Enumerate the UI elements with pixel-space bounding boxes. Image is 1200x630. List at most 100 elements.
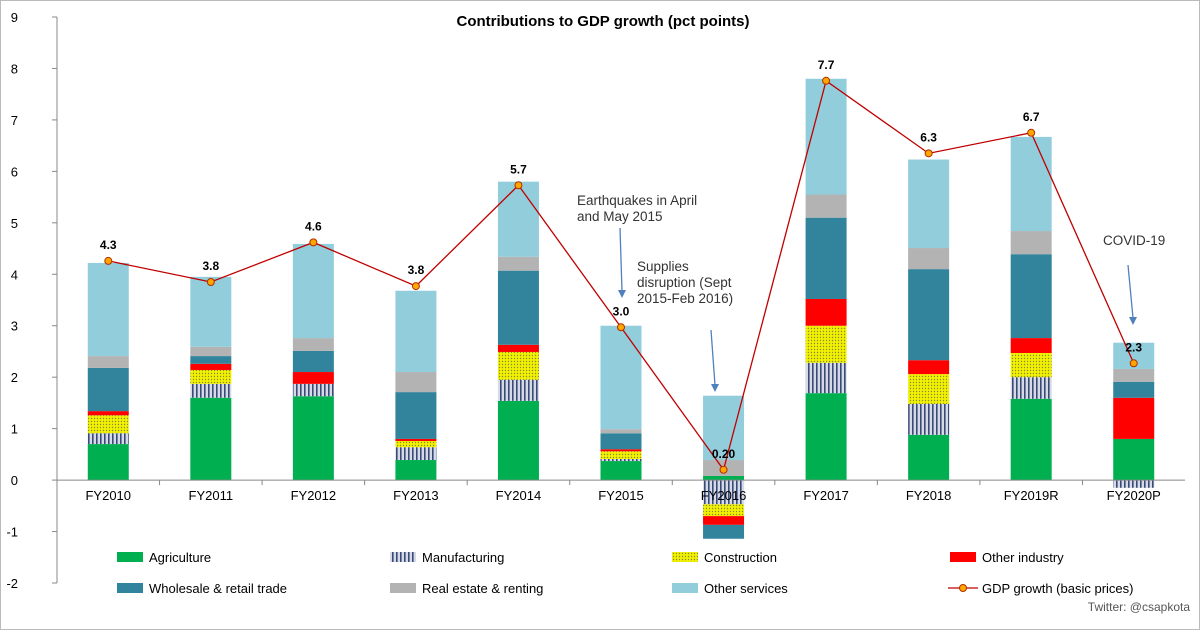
y-tick-label: 0 bbox=[11, 473, 18, 488]
bar-segment-agriculture bbox=[395, 460, 437, 481]
bar-segment-manufacturing bbox=[703, 480, 745, 505]
bar-segment-other-services bbox=[292, 243, 334, 339]
x-tick-label: FY2012 bbox=[291, 488, 337, 503]
bar-segment-other-industry bbox=[908, 360, 950, 375]
bar-segment-agriculture bbox=[190, 397, 232, 481]
gdp-growth-data-label: 5.7 bbox=[510, 162, 527, 176]
legend: Agriculture Manufacturing Construction Othe… bbox=[117, 550, 1133, 596]
gdp-growth-data-label: 3.8 bbox=[202, 259, 219, 273]
y-tick-label: 6 bbox=[11, 164, 18, 179]
bar-segment-agriculture bbox=[908, 434, 950, 481]
x-tick-label: FY2020P bbox=[1107, 488, 1161, 503]
legend-swatch bbox=[117, 583, 143, 593]
bar-segment-wholesale-retail-trade bbox=[703, 524, 745, 539]
bar-segment-wholesale-retail-trade bbox=[87, 367, 129, 412]
annotation-text: COVID-19 bbox=[1103, 233, 1165, 248]
bar-segment-other-industry bbox=[1113, 397, 1155, 439]
bar-segment-other-services bbox=[908, 159, 950, 249]
credit-text: Twitter: @csapkota bbox=[1088, 600, 1191, 614]
legend-swatch bbox=[390, 552, 416, 562]
bar-segment-manufacturing bbox=[908, 403, 950, 435]
bar-segment-real-estate-renting bbox=[805, 194, 847, 218]
bar-segment-manufacturing bbox=[600, 458, 642, 462]
bar-segment-manufacturing bbox=[395, 447, 437, 461]
legend-label: GDP growth (basic prices) bbox=[982, 581, 1133, 596]
y-tick-label: 4 bbox=[11, 267, 18, 282]
annotation-arrowhead-icon bbox=[711, 384, 719, 392]
y-tick-label: 1 bbox=[11, 422, 18, 437]
bar-segment-other-services bbox=[1010, 136, 1052, 232]
gdp-growth-point bbox=[617, 323, 625, 332]
bar-segment-other-industry bbox=[190, 363, 232, 370]
bar-segment-other-industry bbox=[395, 438, 437, 441]
y-tick-label: -1 bbox=[6, 525, 18, 540]
bar-segment-other-industry bbox=[497, 344, 539, 352]
gdp-growth-data-label: 4.3 bbox=[100, 238, 117, 252]
annotation-arrow bbox=[619, 227, 623, 292]
annotation-arrowhead-icon bbox=[618, 290, 626, 298]
bar-segment-other-industry bbox=[805, 298, 847, 326]
bars bbox=[87, 78, 1155, 539]
legend-label: Wholesale & retail trade bbox=[149, 581, 287, 596]
bar-segment-real-estate-renting bbox=[292, 338, 334, 351]
gdp-growth-point bbox=[309, 238, 318, 247]
bar-segment-wholesale-retail-trade bbox=[600, 433, 642, 450]
bar-segment-agriculture bbox=[1113, 438, 1155, 481]
bar-segment-wholesale-retail-trade bbox=[805, 217, 847, 299]
bar-segment-other-industry bbox=[292, 372, 334, 384]
y-tick-label: 5 bbox=[11, 216, 18, 231]
bar-segment-manufacturing bbox=[1113, 480, 1155, 488]
bar-segment-other-services bbox=[600, 325, 642, 430]
bar-segment-wholesale-retail-trade bbox=[190, 356, 232, 364]
annotation-arrow bbox=[710, 329, 716, 386]
legend-label: Agriculture bbox=[149, 550, 211, 565]
bar-segment-other-services bbox=[395, 290, 437, 373]
gdp-growth-data-label: 0.20 bbox=[712, 447, 736, 461]
x-tick-label: FY2015 bbox=[598, 488, 644, 503]
legend-swatch bbox=[672, 583, 698, 593]
legend-label: Manufacturing bbox=[422, 550, 504, 565]
legend-marker-swatch bbox=[959, 584, 967, 592]
y-tick-label: 3 bbox=[11, 319, 18, 334]
bar-segment-manufacturing bbox=[190, 383, 232, 398]
bar-segment-real-estate-renting bbox=[1113, 368, 1155, 382]
gdp-growth-point bbox=[411, 282, 420, 291]
bar-segment-construction bbox=[600, 451, 642, 459]
gdp-growth-point bbox=[822, 76, 831, 85]
gdp-growth-data-label: 3.0 bbox=[613, 304, 630, 318]
y-tick-label: -2 bbox=[6, 576, 18, 591]
y-tick-label: 8 bbox=[11, 61, 18, 76]
bar-segment-other-services bbox=[497, 181, 539, 257]
bar-segment-wholesale-retail-trade bbox=[497, 270, 539, 345]
chart-title: Contributions to GDP growth (pct points) bbox=[456, 13, 749, 30]
legend-swatch bbox=[117, 552, 143, 562]
gdp-growth-data-label: 7.7 bbox=[818, 58, 835, 72]
x-tick-label: FY2014 bbox=[496, 488, 542, 503]
bar-segment-construction bbox=[908, 374, 950, 404]
annotation-text: Earthquakes in April bbox=[577, 193, 697, 208]
x-tick-label: FY2010 bbox=[85, 488, 131, 503]
bar-segment-manufacturing bbox=[1010, 377, 1052, 399]
bar-segment-real-estate-renting bbox=[908, 248, 950, 270]
bar-segment-construction bbox=[87, 415, 129, 434]
bar-segment-real-estate-renting bbox=[600, 429, 642, 434]
annotation-text: disruption (Sept bbox=[637, 275, 732, 290]
bar-segment-other-industry bbox=[1010, 338, 1052, 353]
bar-segment-wholesale-retail-trade bbox=[292, 350, 334, 373]
legend-label: Other services bbox=[704, 581, 788, 596]
x-tick-label: FY2013 bbox=[393, 488, 439, 503]
gdp-growth-data-label: 6.7 bbox=[1023, 110, 1040, 124]
legend-label: Construction bbox=[704, 550, 777, 565]
legend-label: Real estate & renting bbox=[422, 581, 543, 596]
y-tick-label: 7 bbox=[11, 113, 18, 128]
bar-segment-agriculture bbox=[87, 444, 129, 481]
bar-segment-real-estate-renting bbox=[497, 256, 539, 271]
bar-segment-manufacturing bbox=[497, 379, 539, 401]
gdp-growth-data-label: 4.6 bbox=[305, 219, 322, 233]
bar-segment-manufacturing bbox=[805, 362, 847, 394]
annotation-text: and May 2015 bbox=[577, 209, 663, 224]
bar-segment-other-industry bbox=[600, 449, 642, 452]
bar-segment-construction bbox=[703, 504, 745, 517]
gdp-growth-point bbox=[206, 277, 215, 286]
